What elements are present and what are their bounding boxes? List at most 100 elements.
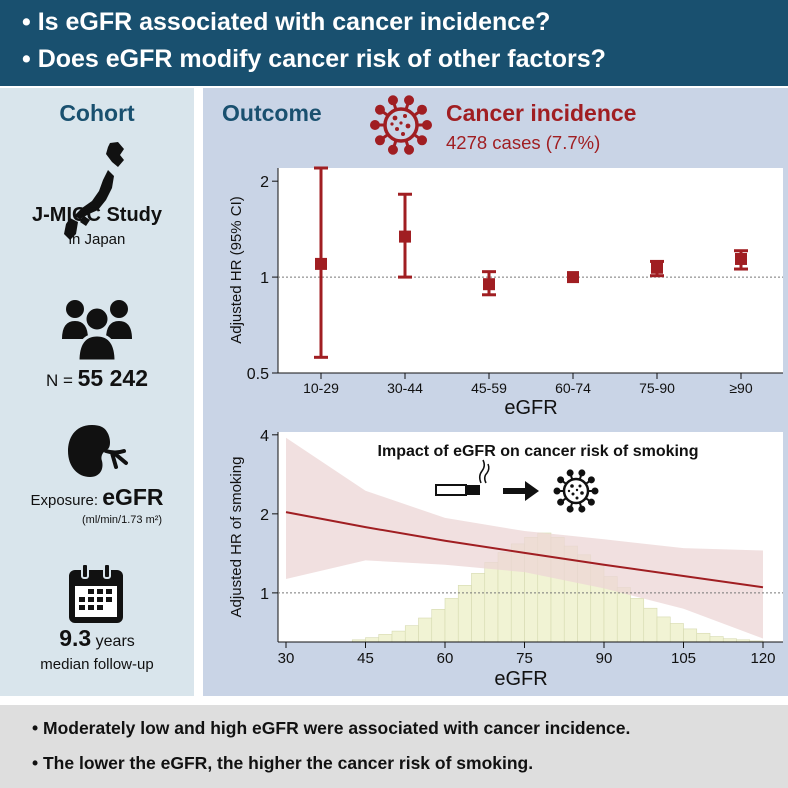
conclusion-2: • The lower the eGFR, the higher the can… (32, 753, 534, 773)
c2-histogram-bar (418, 617, 433, 643)
c2-chart-title: Impact of eGFR on cancer risk of smoking (378, 443, 699, 460)
cohort-panel: Cohort J-MICC Study in Japan N = 55 242 … (0, 88, 194, 696)
virus-small-icon (553, 469, 599, 513)
c1-y-tick-label: 1 (260, 270, 269, 287)
c2-histogram-bar (696, 632, 711, 643)
c2-histogram-bar (471, 573, 486, 643)
virus-spike-tip (587, 498, 595, 506)
outcome-title: Outcome (222, 100, 322, 126)
exposure-label: Exposure: (30, 492, 103, 509)
conclusion-1: • Moderately low and high eGFR were asso… (32, 718, 631, 738)
n-value: 55 242 (77, 365, 148, 391)
c1-x-axis-label: eGFR (504, 397, 557, 419)
c2-x-tick-label: 60 (437, 650, 454, 667)
question-1: • Is eGFR associated with cancer inciden… (22, 8, 551, 36)
c2-histogram-bar (457, 585, 472, 643)
c2-y-tick-label: 1 (260, 586, 269, 603)
c2-histogram-bar (630, 598, 645, 643)
people-icon (62, 300, 132, 361)
virus-spike-tip (591, 487, 599, 495)
question-2: • Does eGFR modify cancer risk of other … (22, 45, 606, 73)
outcome-panel: Outcome Cancer incidence 4278 cases (7.7… (203, 88, 788, 696)
c1-x-tick-label: 60-74 (555, 380, 591, 396)
exposure-unit: (ml/min/1.73 m²) (82, 514, 163, 526)
calendar-icon (69, 564, 123, 623)
virus-spike-tip (370, 120, 380, 130)
c2-histogram-bar (444, 598, 459, 643)
virus-spike-tip (566, 505, 574, 513)
c1-y-tick-label: 2 (260, 174, 269, 191)
followup-unit: years (91, 633, 135, 650)
c2-histogram-bar (431, 608, 446, 643)
virus-spike-tip (557, 476, 565, 484)
study-location: in Japan (68, 231, 126, 248)
virus-spike-tip (374, 135, 385, 146)
c2-histogram-bar (378, 634, 393, 643)
c2-histogram-bar (616, 587, 631, 643)
cohort-title: Cohort (59, 100, 135, 126)
virus-spike-tip (417, 104, 428, 115)
virus-spike-tip (578, 505, 586, 513)
c1-hr-point (567, 271, 579, 284)
c2-x-tick-label: 30 (278, 650, 295, 667)
exposure-value: eGFR (102, 484, 164, 510)
outcome-cases: 4278 cases (7.7%) (446, 132, 601, 153)
virus-icon (370, 95, 432, 155)
c2-y-tick-label: 4 (260, 428, 269, 445)
c2-x-tick-label: 75 (516, 650, 533, 667)
virus-spike-tip (387, 95, 398, 106)
c2-histogram-bar (709, 636, 724, 643)
c1-y-tick-label: 0.5 (247, 366, 269, 383)
followup: 9.3 years (0, 625, 194, 652)
c2-x-tick-label: 105 (671, 650, 696, 667)
japan-map-icon (64, 142, 124, 240)
outcome-name: Cancer incidence (446, 100, 637, 126)
virus-spike-tip (404, 95, 415, 106)
virus-spike-tip (387, 144, 398, 155)
header-banner: • Is eGFR associated with cancer inciden… (0, 0, 788, 86)
kidney-icon (68, 425, 128, 477)
c1-y-axis-label: Adjusted HR (95% CI) (228, 196, 245, 344)
c2-x-tick-label: 90 (596, 650, 613, 667)
followup-label: median follow-up (40, 656, 154, 673)
c1-hr-point (399, 230, 411, 243)
study-name: J-MICC Study (32, 204, 162, 226)
virus-spike-tip (566, 469, 574, 477)
arrow-icon (503, 481, 539, 501)
c2-y-axis-label: Adjusted HR of smoking (228, 457, 245, 618)
c1-x-tick-label: ≥90 (729, 380, 752, 396)
c1-x-tick-label: 45-59 (471, 380, 507, 396)
c1-hr-point (651, 261, 663, 274)
c2-histogram-bar (656, 616, 671, 643)
virus-spike-tip (587, 476, 595, 484)
c2-histogram-bar (391, 630, 406, 643)
virus-spike-tip (422, 120, 432, 130)
virus-spike-tip (557, 498, 565, 506)
c2-histogram-bar (404, 625, 419, 643)
virus-spike-tip (578, 469, 586, 477)
c1-hr-point (483, 278, 495, 291)
exposure: Exposure: eGFR (0, 484, 194, 511)
hr-by-egfr-chart: 0.5 1 2 10-29 30-44 45-59 60-74 75-90 ≥90 Adjust… (228, 166, 783, 419)
virus-spike-tip (374, 104, 385, 115)
c1-x-tick-label: 75-90 (639, 380, 675, 396)
c2-x-tick-label: 120 (750, 650, 775, 667)
c1-x-tick-label: 10-29 (303, 380, 339, 396)
cigarette-icon (435, 459, 490, 496)
c1-x-tick-label: 30-44 (387, 380, 423, 396)
c1-hr-point (735, 252, 747, 265)
conclusions-footer: • Moderately low and high eGFR were asso… (0, 705, 788, 788)
sample-size: N = 55 242 (0, 365, 194, 392)
c2-histogram-bar (643, 607, 658, 643)
c2-histogram-bar (683, 628, 698, 643)
n-label: N = (45, 371, 78, 390)
followup-value: 9.3 (59, 625, 92, 651)
c2-y-tick-label: 2 (260, 507, 269, 524)
c2-x-axis-label: eGFR (494, 668, 547, 690)
c2-ci-band (286, 437, 763, 639)
virus-spike-tip (417, 135, 428, 146)
virus-spike-tip (404, 144, 415, 155)
c2-histogram-bar (365, 637, 380, 643)
c1-hr-point (315, 257, 327, 270)
c2-histogram-bar (484, 562, 499, 643)
